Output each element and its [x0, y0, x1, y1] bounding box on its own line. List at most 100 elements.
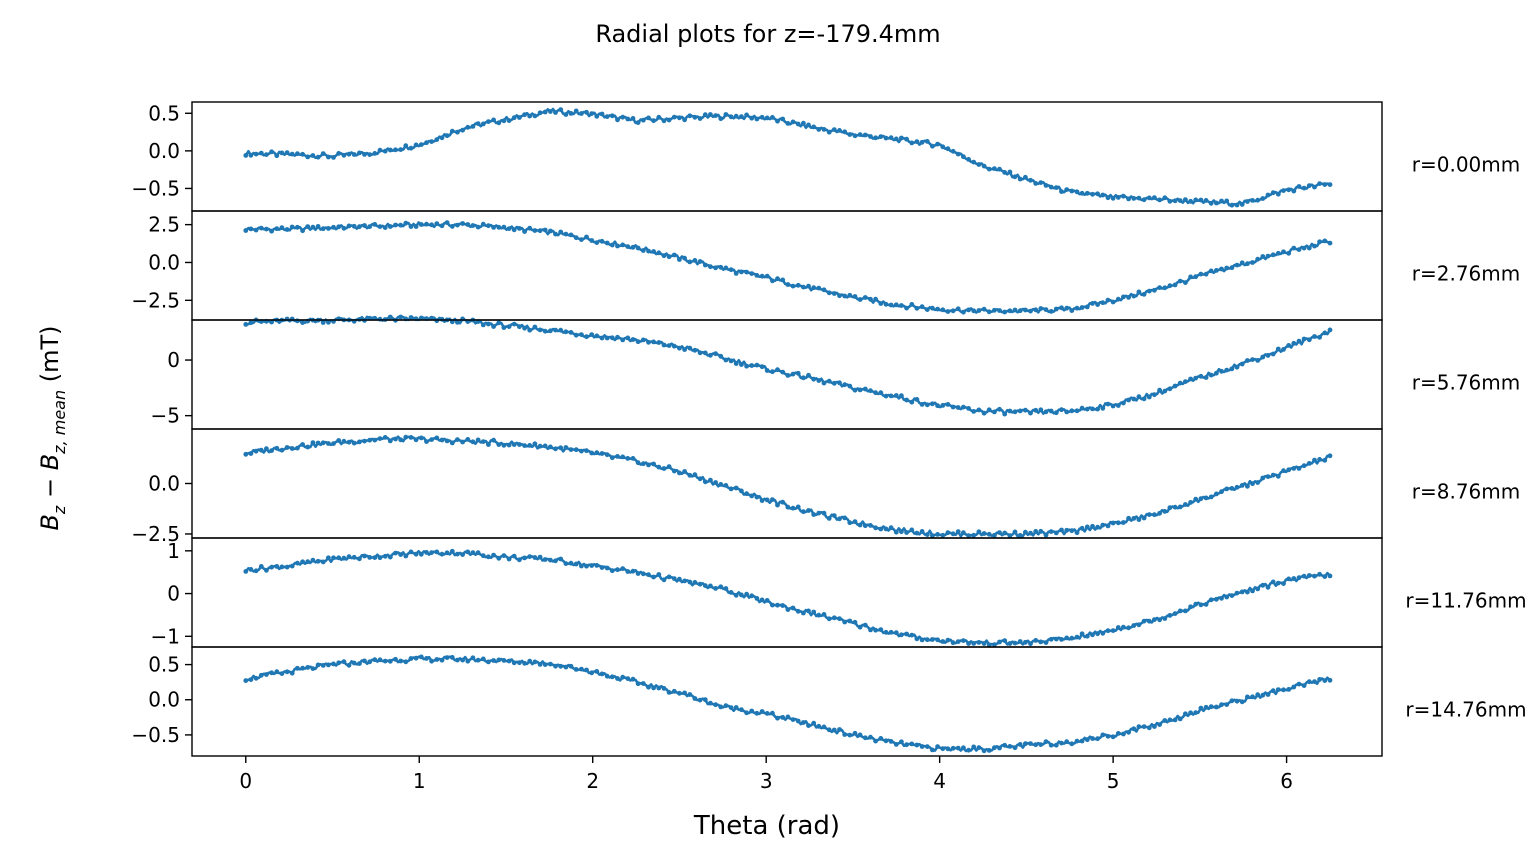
data-point	[878, 301, 884, 306]
data-point	[1265, 253, 1271, 259]
data-point	[682, 117, 687, 123]
data-point	[439, 316, 445, 322]
data-point	[759, 709, 765, 714]
data-point	[248, 567, 254, 572]
data-point	[372, 222, 378, 227]
data-point	[914, 742, 920, 748]
data-point	[1312, 243, 1317, 249]
data-point	[351, 440, 357, 446]
data-point	[795, 121, 801, 127]
data-point	[429, 315, 434, 321]
data-point	[749, 493, 755, 499]
data-point	[1291, 684, 1297, 690]
data-point	[899, 632, 904, 638]
data-point	[1172, 717, 1178, 723]
data-point	[893, 393, 899, 398]
data-point	[806, 283, 811, 289]
data-point	[1002, 170, 1008, 175]
data-point	[1208, 200, 1214, 206]
data-point	[537, 662, 543, 667]
data-point	[579, 111, 584, 116]
data-point	[522, 443, 527, 448]
data-point	[248, 451, 254, 456]
series-line-2	[245, 315, 1332, 416]
data-point	[589, 332, 595, 337]
data-point	[1234, 202, 1240, 208]
data-point	[961, 638, 966, 643]
data-point	[708, 477, 713, 483]
data-point	[1090, 632, 1095, 638]
data-point	[568, 111, 574, 116]
data-point	[300, 442, 305, 447]
data-point	[831, 291, 837, 296]
data-point	[831, 615, 837, 621]
data-point	[625, 456, 631, 461]
data-point	[713, 113, 718, 118]
data-point	[589, 450, 595, 456]
data-point	[992, 166, 997, 172]
data-point	[418, 551, 424, 557]
data-point	[455, 319, 460, 325]
data-point	[1239, 202, 1245, 207]
data-point	[408, 435, 414, 440]
data-point	[403, 659, 409, 665]
data-point	[1188, 500, 1193, 505]
data-point	[744, 363, 749, 369]
data-point	[1224, 265, 1230, 271]
data-point	[393, 550, 398, 556]
data-point	[315, 154, 321, 160]
data-point	[558, 107, 564, 112]
data-point	[444, 438, 450, 444]
data-point	[1327, 453, 1333, 459]
data-point	[1033, 742, 1039, 748]
data-point	[475, 550, 481, 556]
data-point	[1219, 595, 1224, 601]
data-point	[837, 293, 842, 299]
data-point	[1245, 589, 1250, 595]
data-point	[1167, 198, 1173, 204]
data-point	[300, 151, 305, 157]
data-point	[1167, 613, 1173, 618]
data-point	[351, 223, 357, 229]
data-point	[1219, 489, 1224, 495]
data-point	[1286, 187, 1292, 193]
data-point	[465, 124, 471, 130]
data-point	[1084, 737, 1090, 743]
data-point	[310, 153, 316, 158]
data-point	[966, 307, 971, 313]
data-point	[630, 244, 636, 250]
data-point	[739, 707, 744, 713]
data-point	[821, 287, 827, 293]
data-point	[981, 748, 987, 754]
data-point	[733, 271, 739, 276]
data-point	[1012, 174, 1018, 180]
data-point	[491, 117, 496, 123]
data-point	[759, 498, 765, 503]
data-point	[558, 556, 564, 562]
data-point	[527, 443, 533, 448]
data-point	[439, 135, 445, 141]
data-point	[604, 335, 610, 341]
data-point	[888, 739, 894, 744]
data-point	[702, 350, 708, 356]
data-point	[418, 654, 424, 660]
data-point	[1033, 307, 1039, 313]
data-point	[305, 154, 311, 160]
data-point	[351, 554, 357, 560]
data-point	[558, 229, 564, 235]
data-point	[346, 223, 352, 229]
data-point	[1296, 184, 1302, 189]
data-point	[625, 569, 631, 574]
series-line-5	[245, 655, 1331, 753]
data-point	[496, 442, 502, 447]
data-point	[1229, 593, 1235, 598]
data-point	[1115, 731, 1121, 736]
data-point	[1214, 200, 1219, 206]
data-point	[744, 112, 749, 118]
data-point	[909, 632, 915, 638]
data-point	[1028, 530, 1033, 536]
data-point	[1028, 308, 1033, 314]
data-point	[764, 598, 770, 603]
data-point	[604, 240, 610, 246]
data-point	[351, 660, 357, 666]
